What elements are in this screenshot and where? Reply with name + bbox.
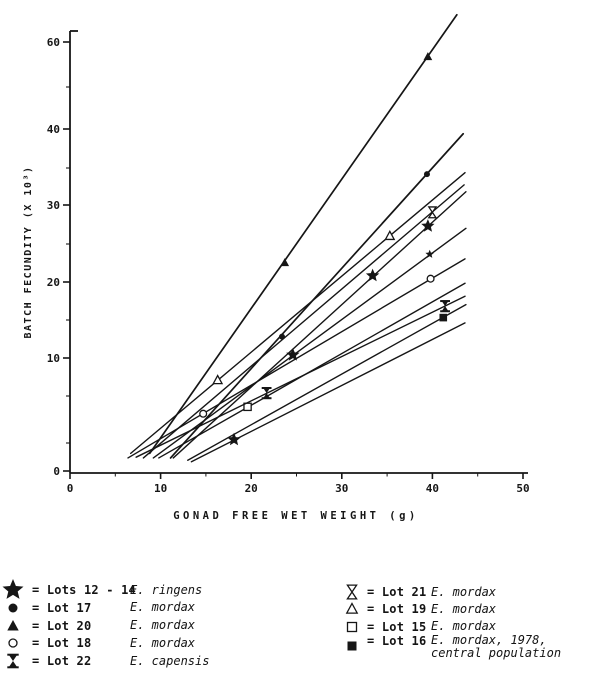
legend-item-lot-21: = Lot 21 E. mordax [341,582,599,602]
legend-item-lots-12-14: = Lots 12 - 14 E. ringens [2,579,312,600]
star-icon [2,579,32,600]
series-lots-12-14-line-c [190,322,466,463]
legend-left-column: = Lots 12 - 14 E. ringens = Lot 17 E. mo… [2,579,312,669]
series-lots-12-14-line-a [172,191,467,459]
x-tick-label: 20 [245,482,258,495]
legend-item-lot-18: = Lot 18 E. mordax [2,633,312,651]
series-lot-22 [135,295,466,458]
filled-hourglass-icon [2,651,32,671]
y-axis-title: BATCH FECUNDITY (X 10³) [23,166,34,339]
y-tick-label: 20 [47,276,60,289]
y-tick-label: 0 [53,465,60,478]
y-tick-label: 30 [47,199,60,212]
legend-item-lot-19: = Lot 19 E. mordax [341,599,599,616]
series-lots-12-14-line-b [152,227,467,459]
series-lot-18 [127,258,466,459]
legend-species: E. mordax [130,618,196,633]
filled-square-icon [341,636,367,656]
x-axis-title: GONAD FREE WET WEIGHT (g) [173,510,419,522]
legend-label: = Lot 18 [32,636,92,651]
legend-species: E. ringens [130,582,203,597]
legend-label: = Lot 21 [367,585,427,599]
x-tick-label: 40 [426,482,439,495]
open-circle-icon [2,633,32,653]
open-square-icon [341,617,367,637]
legend-item-lot-20: = Lot 20 E. mordax [2,616,312,634]
series-lot-19 [130,171,466,455]
legend-label: = Lot 20 [32,618,92,633]
legend-item-lot-15: = Lot 15 E. mordax [341,617,599,634]
legend-item-lot-22: = Lot 22 E. capensis [2,651,312,669]
open-hourglass-icon [341,582,367,602]
legend-right-column: = Lot 21 E. mordax = Lot 19 E. mordax = … [341,582,599,660]
legend-label: = Lot 16 [367,634,427,649]
legend-label: = Lot 17 [32,600,92,615]
series-lot-20 [148,13,458,455]
x-tick-label: 30 [335,482,348,495]
axes: 60 40 30 20 10 00 10 20 30 40 50 GONAD FREE WET WEI… [23,30,530,522]
legend-species: E. mordax [431,619,497,634]
legend-species: E. capensis [130,653,210,668]
legend-label: = Lots 12 - 14 [32,583,136,597]
x-tick-label: 10 [154,482,167,495]
fecundity-chart: 60 40 30 20 10 00 10 20 30 40 50 GONAD FREE WET WEI… [23,13,530,522]
y-tick-label: 40 [47,123,60,136]
legend-label: = Lot 22 [32,654,92,669]
x-tick-label: 0 [67,482,74,495]
legend-species: E. mordax, 1978, central population [431,633,562,661]
filled-circle-icon [2,598,32,618]
legend-species: E. mordax [130,635,196,650]
series-lot-21 [142,184,465,459]
legend-item-lot-16: = Lot 16 E. mordax, 1978, central populat… [341,634,599,660]
y-tick-label: 60 [47,36,60,49]
series-lot-16 [187,303,467,461]
legend-item-lot-17: = Lot 17 E. mordax [2,598,312,616]
legend-species: E. mordax [130,600,196,615]
legend-label: = Lot 19 [367,602,427,617]
filled-triangle-icon [2,616,32,636]
legend-species: E. mordax [431,584,497,599]
x-tick-label: 50 [516,482,529,495]
legend-label: = Lot 15 [367,619,427,634]
legend-species: E. mordax [431,601,497,616]
series-lot-17 [169,132,465,459]
open-triangle-icon [341,599,367,619]
y-tick-label: 10 [47,352,60,365]
